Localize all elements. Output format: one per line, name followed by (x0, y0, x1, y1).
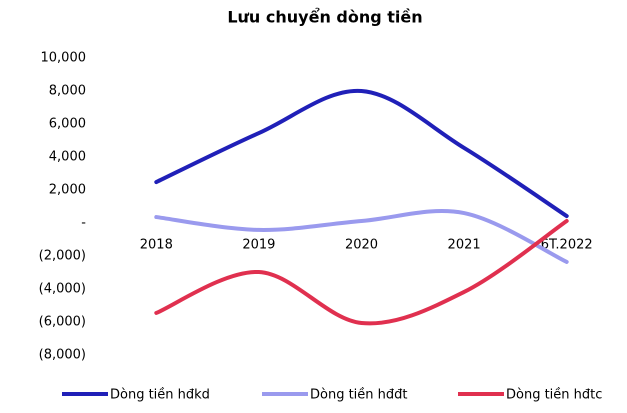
y-tick-label: 10,000 (41, 51, 87, 66)
x-tick-label: 2021 (448, 238, 481, 253)
chart-title: Lưu chuyển dòng tiền (227, 8, 422, 27)
x-tick-label: 2018 (140, 238, 173, 253)
y-tick-label: 8,000 (49, 84, 86, 99)
x-tick-label: 2020 (345, 238, 378, 253)
y-tick-label: - (81, 216, 86, 231)
y-tick-label: (2,000) (39, 249, 86, 264)
y-tick-label: (4,000) (39, 282, 86, 297)
legend-label: Dòng tiền hđtc (506, 388, 602, 403)
series-line (154, 88, 569, 219)
legend-label: Dòng tiền hđkd (110, 388, 210, 403)
x-tick-label: 2019 (242, 238, 275, 253)
x-tick-label: 6T.2022 (541, 238, 593, 253)
legend-label: Dòng tiền hđđt (310, 388, 408, 403)
y-tick-label: (8,000) (39, 348, 86, 363)
series-line (154, 209, 569, 264)
series-line (154, 219, 569, 326)
y-tick-label: 2,000 (49, 183, 86, 198)
y-tick-label: 6,000 (49, 117, 86, 132)
y-tick-label: (6,000) (39, 315, 86, 330)
y-tick-label: 4,000 (49, 150, 86, 165)
